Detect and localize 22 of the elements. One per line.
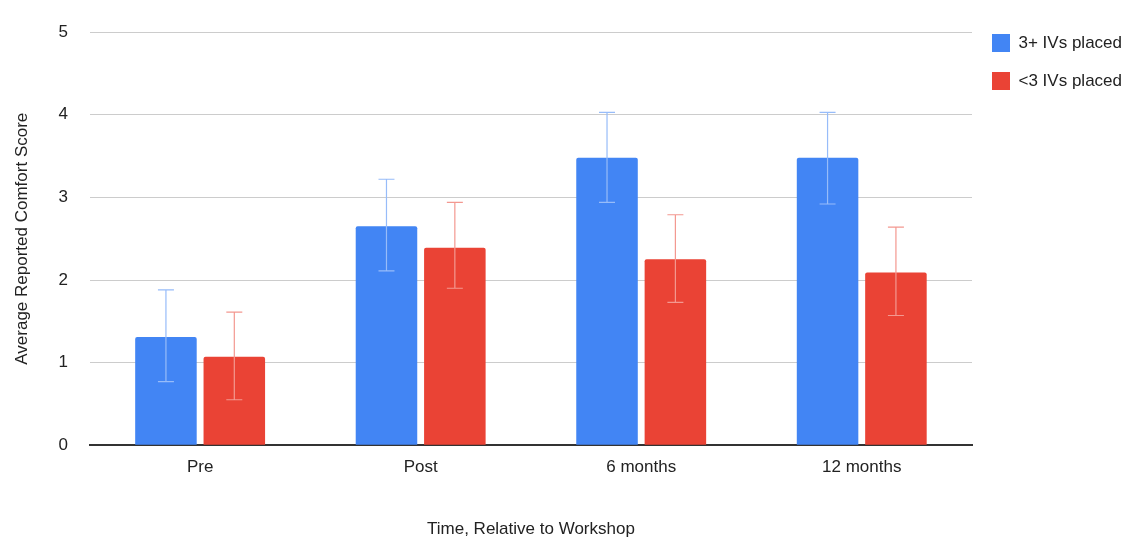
y-tick-label: 0 [58, 434, 68, 454]
bar [203, 356, 266, 445]
y-axis-title: Average Reported Comfort Score [11, 112, 31, 365]
y-tick-label: 4 [58, 104, 68, 124]
x-tick-label: 12 months [822, 457, 902, 477]
y-tick-label: 2 [58, 269, 68, 289]
bar [424, 247, 486, 445]
bar [644, 259, 707, 445]
y-tick-label: 1 [58, 352, 68, 372]
bar [576, 157, 638, 445]
bar [865, 272, 927, 445]
bar [135, 336, 197, 445]
legend-label: 3+ IVs placed [1018, 32, 1123, 52]
x-tick-label: Pre [186, 457, 214, 477]
x-axis-title: Time, Relative to Workshop [427, 519, 635, 539]
bar [796, 157, 859, 445]
bar [355, 226, 418, 445]
x-tick-label: 6 months [606, 457, 677, 477]
x-tick-label: Post [403, 457, 438, 477]
legend-label: <3 IVs placed [1018, 70, 1123, 90]
y-tick-label: 5 [58, 21, 68, 41]
y-tick-label: 3 [58, 187, 68, 207]
